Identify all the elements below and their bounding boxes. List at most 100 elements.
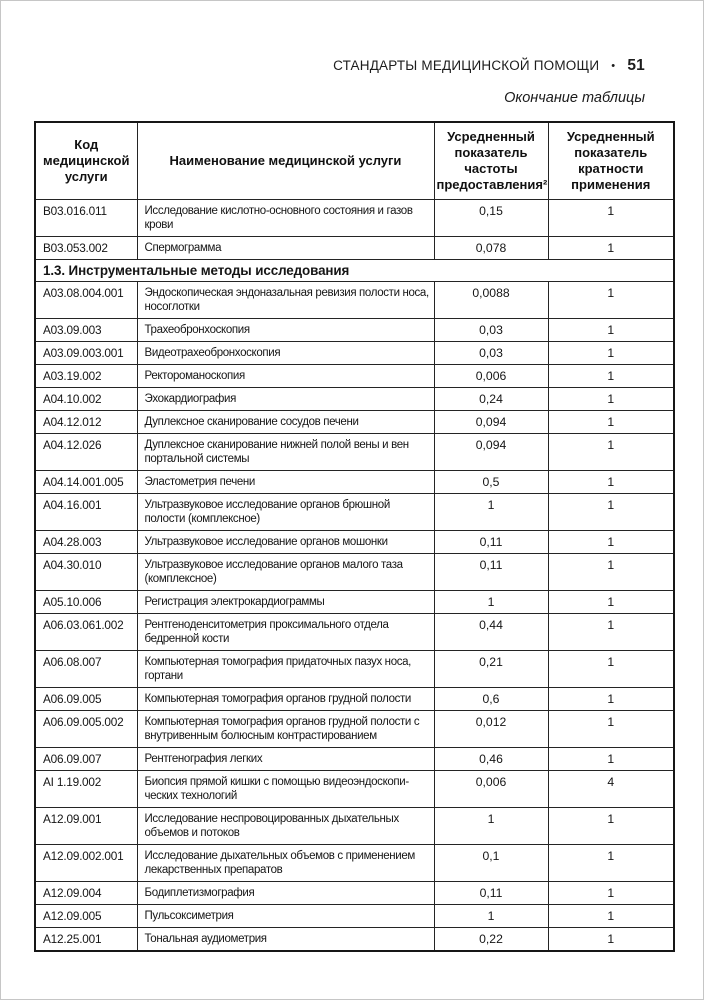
table-body: B03.016.011 Исследование кислотно-основно… [34, 199, 675, 952]
service-name-cell: Пульсоксиметрия [136, 904, 435, 928]
medical-services-table: Код медицинской услуги Наименование меди… [34, 121, 675, 952]
multiplicity-value-cell: 1 [547, 410, 675, 434]
table-row: A12.25.001 Тональная аудиометрия 0,22 1 [34, 927, 675, 952]
multiplicity-value-cell: 1 [547, 281, 675, 319]
service-name-cell: Видеотрахеобронхоскопия [136, 341, 435, 365]
table-row: A03.19.002 Ректороманоскопия 0,006 1 [34, 364, 675, 388]
frequency-value-cell: 1 [433, 904, 549, 928]
multiplicity-value-cell: 1 [547, 613, 675, 651]
bullet-separator: • [611, 60, 616, 72]
page-number: 51 [627, 57, 645, 74]
multiplicity-value-cell: 4 [547, 770, 675, 808]
service-code-cell: A06.03.061.002 [34, 613, 138, 651]
service-code-cell: AI 1.19.002 [34, 770, 138, 808]
multiplicity-value-cell: 1 [547, 710, 675, 748]
table-row: A06.09.005.002 Компьютерная томография ор… [34, 710, 675, 748]
table-row: A04.14.001.005 Эластометрия печени 0,5 1 [34, 470, 675, 494]
table-row: A03.09.003 Трахеобронхоскопия 0,03 1 [34, 318, 675, 342]
service-code-cell: A12.09.001 [34, 807, 138, 845]
table-row: A06.08.007 Компьютерная томография придат… [34, 650, 675, 688]
frequency-value-cell: 0,094 [433, 410, 549, 434]
column-header-name: Наименование медицинской услуги [136, 121, 435, 200]
service-code-cell: A03.08.004.001 [34, 281, 138, 319]
service-code-cell: A06.08.007 [34, 650, 138, 688]
service-code-cell: B03.053.002 [34, 236, 138, 260]
table-row: A06.03.061.002 Рентгеноденситометрия прок… [34, 613, 675, 651]
service-name-cell: Рентгеноденситометрия проксимального отд… [136, 613, 435, 651]
multiplicity-value-cell: 1 [547, 553, 675, 591]
frequency-value-cell: 0,1 [433, 844, 549, 882]
service-name-cell: Исследование неспровоцированных дыхатель… [136, 807, 435, 845]
page-title: СТАНДАРТЫ МЕДИЦИНСКОЙ ПОМОЩИ [333, 58, 600, 73]
frequency-value-cell: 0,24 [433, 387, 549, 411]
service-code-cell: A03.09.003.001 [34, 341, 138, 365]
multiplicity-value-cell: 1 [547, 807, 675, 845]
service-code-cell: A05.10.006 [34, 590, 138, 614]
service-name-cell: Ультразвуковое исследование органов мало… [136, 553, 435, 591]
frequency-value-cell: 0,03 [433, 318, 549, 342]
frequency-value-cell: 1 [433, 807, 549, 845]
service-name-cell: Рентгенография легких [136, 747, 435, 771]
frequency-value-cell: 0,078 [433, 236, 549, 260]
frequency-value-cell: 0,006 [433, 770, 549, 808]
service-name-cell: Компьютерная томография органов грудной … [136, 710, 435, 748]
multiplicity-value-cell: 1 [547, 364, 675, 388]
table-row: B03.053.002 Спермограмма 0,078 1 [34, 236, 675, 260]
service-name-cell: Регистрация электрокардиограммы [136, 590, 435, 614]
service-code-cell: A04.16.001 [34, 493, 138, 531]
table-row: A12.09.001 Исследование неспровоцированны… [34, 807, 675, 845]
multiplicity-value-cell: 1 [547, 236, 675, 260]
service-name-cell: Исследование кислотно-основного состояни… [136, 199, 435, 237]
frequency-value-cell: 0,094 [433, 433, 549, 471]
table-row: B03.016.011 Исследование кислотно-основно… [34, 199, 675, 237]
frequency-value-cell: 0,11 [433, 553, 549, 591]
multiplicity-value-cell: 1 [547, 530, 675, 554]
service-code-cell: A04.30.010 [34, 553, 138, 591]
service-name-cell: Эхокардиография [136, 387, 435, 411]
frequency-value-cell: 0,46 [433, 747, 549, 771]
service-code-cell: A04.28.003 [34, 530, 138, 554]
frequency-value-cell: 0,11 [433, 881, 549, 905]
service-code-cell: A12.25.001 [34, 927, 138, 952]
service-code-cell: B03.016.011 [34, 199, 138, 237]
multiplicity-value-cell: 1 [547, 493, 675, 531]
service-name-cell: Ультразвуковое исследование органов мошо… [136, 530, 435, 554]
running-header: СТАНДАРТЫ МЕДИЦИНСКОЙ ПОМОЩИ • 51 [333, 57, 645, 75]
frequency-value-cell: 0,11 [433, 530, 549, 554]
multiplicity-value-cell: 1 [547, 387, 675, 411]
service-name-cell: Дуплексное сканирование нижней полой вен… [136, 433, 435, 471]
multiplicity-value-cell: 1 [547, 687, 675, 711]
multiplicity-value-cell: 1 [547, 747, 675, 771]
service-name-cell: Дуплексное сканирование сосудов печени [136, 410, 435, 434]
table-caption: Окончание таблицы [504, 90, 645, 106]
service-code-cell: A04.12.012 [34, 410, 138, 434]
multiplicity-value-cell: 1 [547, 341, 675, 365]
service-name-cell: Ректороманоскопия [136, 364, 435, 388]
multiplicity-value-cell: 1 [547, 470, 675, 494]
service-code-cell: A03.09.003 [34, 318, 138, 342]
service-name-cell: Тональная аудиометрия [136, 927, 435, 952]
frequency-value-cell: 0,6 [433, 687, 549, 711]
service-name-cell: Эндоскопическая эндоназальная ревизия по… [136, 281, 435, 319]
service-code-cell: A12.09.004 [34, 881, 138, 905]
table-row: A05.10.006 Регистрация электрокардиограмм… [34, 590, 675, 614]
multiplicity-value-cell: 1 [547, 650, 675, 688]
service-name-cell: Компьютерная томография органов грудной … [136, 687, 435, 711]
table-row: A04.16.001 Ультразвуковое исследование ор… [34, 493, 675, 531]
multiplicity-value-cell: 1 [547, 844, 675, 882]
header-row: Код медицинской услуги Наименование меди… [34, 121, 675, 200]
frequency-value-cell: 0,21 [433, 650, 549, 688]
table-row: A04.12.012 Дуплексное сканирование сосудо… [34, 410, 675, 434]
service-code-cell: A04.14.001.005 [34, 470, 138, 494]
table-row: A06.09.005 Компьютерная томография органо… [34, 687, 675, 711]
service-name-cell: Ультразвуковое исследование органов брюш… [136, 493, 435, 531]
frequency-value-cell: 0,012 [433, 710, 549, 748]
service-code-cell: A12.09.002.001 [34, 844, 138, 882]
multiplicity-value-cell: 1 [547, 927, 675, 952]
table-row: A04.12.026 Дуплексное сканирование нижней… [34, 433, 675, 471]
multiplicity-value-cell: 1 [547, 318, 675, 342]
service-code-cell: A12.09.005 [34, 904, 138, 928]
table-row: A06.09.007 Рентгенография легких 0,46 1 [34, 747, 675, 771]
service-code-cell: A04.12.026 [34, 433, 138, 471]
